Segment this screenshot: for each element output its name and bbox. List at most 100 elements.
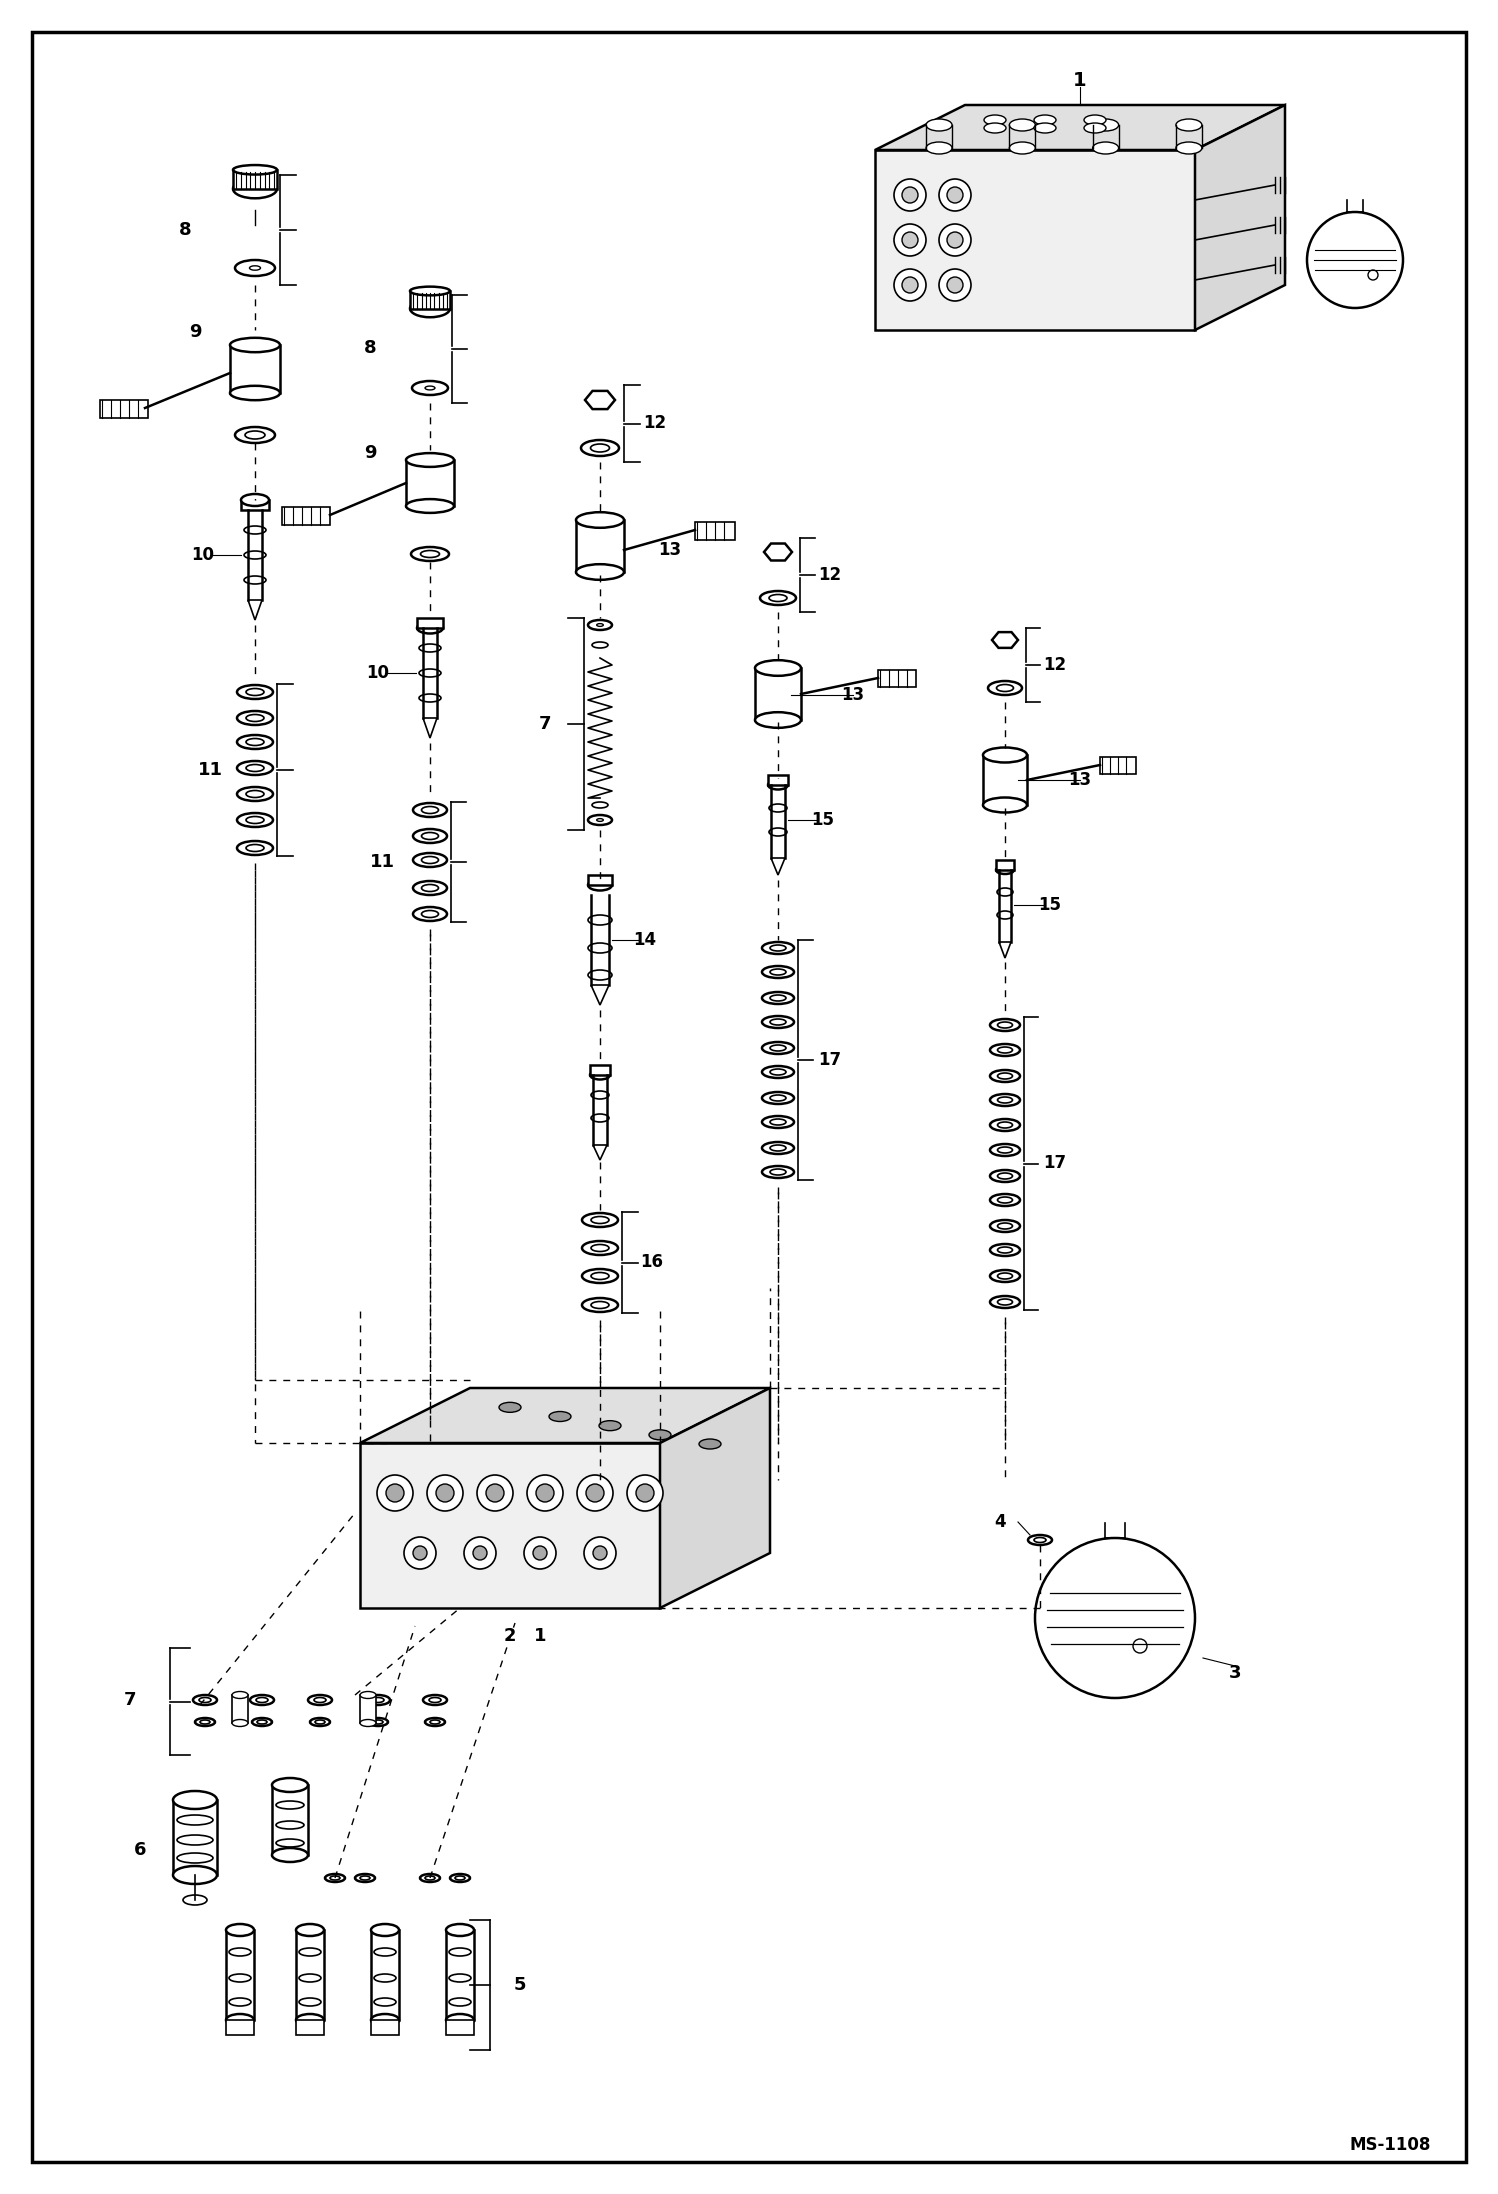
Ellipse shape [183,1896,207,1904]
Text: 9: 9 [364,443,376,463]
Ellipse shape [592,1244,610,1251]
Ellipse shape [1010,118,1035,132]
Polygon shape [755,667,801,720]
Polygon shape [875,149,1195,329]
Ellipse shape [1010,143,1035,154]
Circle shape [1035,1538,1195,1698]
Ellipse shape [199,1698,211,1703]
Ellipse shape [410,287,449,296]
Ellipse shape [770,996,786,1000]
Polygon shape [590,1064,610,1075]
Ellipse shape [273,1847,309,1863]
Ellipse shape [246,764,264,772]
Circle shape [902,186,918,204]
Circle shape [473,1547,487,1560]
Circle shape [947,276,963,294]
Polygon shape [446,2021,473,2036]
Ellipse shape [372,1698,383,1703]
Polygon shape [372,2021,398,2036]
Polygon shape [999,941,1011,959]
Bar [234,169,277,189]
Polygon shape [226,2021,255,2036]
Ellipse shape [421,807,439,814]
Ellipse shape [421,832,439,840]
Ellipse shape [360,1876,370,1880]
Text: 12: 12 [644,415,667,432]
Circle shape [637,1483,655,1503]
Bar [100,399,148,419]
Ellipse shape [589,814,613,825]
Polygon shape [410,292,449,309]
Text: 7: 7 [539,715,551,733]
Circle shape [436,1483,454,1503]
Bar [273,1786,309,1854]
Ellipse shape [700,1439,721,1448]
Ellipse shape [592,1215,610,1224]
Ellipse shape [1092,143,1119,154]
Ellipse shape [768,781,788,790]
Ellipse shape [446,1924,473,1935]
Polygon shape [360,1444,661,1608]
Ellipse shape [430,1720,440,1724]
Ellipse shape [998,1121,1013,1128]
Ellipse shape [258,1720,267,1724]
Circle shape [404,1538,436,1569]
Polygon shape [592,985,610,1005]
Ellipse shape [596,818,604,821]
Ellipse shape [1034,114,1056,125]
Text: 14: 14 [634,930,656,950]
Circle shape [947,233,963,248]
Ellipse shape [770,1018,786,1025]
Circle shape [586,1483,604,1503]
Circle shape [464,1538,496,1569]
Ellipse shape [446,2014,473,2025]
Polygon shape [992,632,1019,647]
Ellipse shape [983,796,1028,812]
Text: 7: 7 [124,1692,136,1709]
Ellipse shape [232,1720,249,1727]
Polygon shape [241,500,270,509]
Ellipse shape [246,689,264,695]
Ellipse shape [755,713,801,728]
Bar [282,507,330,524]
Text: 12: 12 [1044,656,1067,674]
Ellipse shape [1034,123,1056,134]
Ellipse shape [499,1402,521,1413]
Polygon shape [771,858,785,875]
Ellipse shape [998,1147,1013,1154]
Circle shape [1368,270,1378,281]
Ellipse shape [410,301,449,318]
Ellipse shape [592,1301,610,1308]
Ellipse shape [297,2014,324,2025]
Circle shape [939,270,971,301]
Ellipse shape [596,623,604,625]
Ellipse shape [360,1720,376,1727]
Ellipse shape [984,123,1007,134]
Bar [410,292,449,309]
Ellipse shape [599,1422,622,1430]
Circle shape [1306,213,1404,307]
Ellipse shape [577,564,625,579]
Circle shape [485,1483,503,1503]
Ellipse shape [592,1273,610,1279]
Circle shape [628,1474,664,1512]
Text: 13: 13 [842,687,864,704]
Ellipse shape [998,1198,1013,1202]
Ellipse shape [998,1047,1013,1053]
Polygon shape [297,2021,324,2036]
Polygon shape [764,544,792,559]
Circle shape [524,1538,556,1569]
Ellipse shape [983,748,1028,764]
Circle shape [527,1474,563,1512]
Bar [232,1696,249,1722]
Circle shape [593,1547,607,1560]
Polygon shape [996,860,1014,871]
Text: 10: 10 [192,546,214,564]
Circle shape [476,1474,512,1512]
Ellipse shape [231,386,280,399]
Polygon shape [577,520,625,573]
Ellipse shape [770,1169,786,1176]
Text: 10: 10 [367,665,389,682]
Bar [1100,757,1135,774]
Ellipse shape [998,1246,1013,1253]
